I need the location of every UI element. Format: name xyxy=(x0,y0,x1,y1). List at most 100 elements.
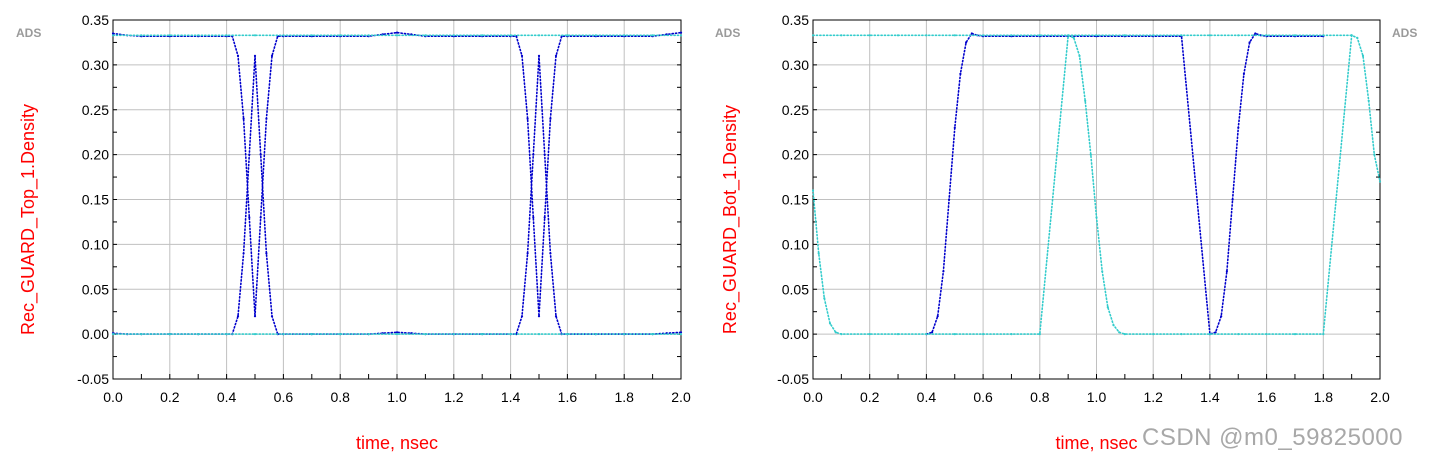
data-point xyxy=(1112,324,1115,327)
data-point xyxy=(481,34,484,37)
data-point xyxy=(520,54,524,58)
x-tick-label: 0.8 xyxy=(330,389,350,405)
data-point xyxy=(532,153,535,156)
x-tick-label: 1.8 xyxy=(614,389,634,405)
plot-frame xyxy=(112,19,682,380)
data-point xyxy=(1248,41,1251,44)
data-point xyxy=(265,117,268,120)
data-point xyxy=(679,331,683,334)
x-tick-label: 1.6 xyxy=(1257,389,1277,405)
data-point xyxy=(1095,34,1098,37)
data-point xyxy=(868,333,871,336)
x-tick-label: 0.0 xyxy=(803,389,823,405)
data-point xyxy=(823,297,826,300)
data-point xyxy=(1220,315,1223,318)
data-point xyxy=(828,322,832,325)
data-point xyxy=(1265,34,1268,37)
data-point xyxy=(840,333,843,336)
data-point xyxy=(1152,333,1155,336)
data-point xyxy=(834,331,837,334)
data-point xyxy=(1378,180,1382,183)
data-point xyxy=(1373,153,1376,156)
x-axis-label: time, nsec xyxy=(1055,433,1137,453)
watermark: CSDN @m0_59825000 xyxy=(1142,424,1404,451)
data-point xyxy=(265,252,268,255)
data-point xyxy=(1231,198,1234,201)
data-point xyxy=(259,216,262,219)
data-point xyxy=(549,117,552,120)
data-point xyxy=(868,34,871,37)
data-point xyxy=(1101,270,1104,273)
data-point xyxy=(452,333,455,336)
x-tick-label: 1.0 xyxy=(1087,389,1107,405)
x-tick-label: 1.6 xyxy=(558,389,578,405)
data-point xyxy=(1208,333,1211,336)
data-point xyxy=(1123,34,1126,37)
data-point xyxy=(679,34,683,37)
x-tick-label: 1.0 xyxy=(387,389,407,405)
data-point xyxy=(509,333,512,336)
data-point xyxy=(1180,333,1183,336)
x-tick-label: 0.2 xyxy=(860,389,880,405)
data-point xyxy=(1180,34,1183,37)
data-point xyxy=(896,34,900,37)
y-tick-label: 0.30 xyxy=(782,57,809,73)
x-tick-label: 0.8 xyxy=(1030,389,1050,405)
data-point xyxy=(1084,99,1087,102)
data-point xyxy=(259,153,262,156)
data-point xyxy=(543,153,546,156)
data-point xyxy=(936,315,939,318)
y-tick-label: -0.05 xyxy=(777,371,809,387)
data-point xyxy=(965,41,968,44)
data-point xyxy=(282,333,285,336)
data-point xyxy=(1225,270,1228,273)
data-point xyxy=(395,331,399,334)
data-point xyxy=(481,333,484,336)
data-point xyxy=(1118,331,1121,334)
y-tick-label: 0.15 xyxy=(782,192,809,208)
data-point xyxy=(526,117,529,120)
x-tick-label: 0.4 xyxy=(917,389,937,405)
data-point xyxy=(896,333,900,336)
data-point xyxy=(424,333,427,336)
data-point xyxy=(679,333,683,336)
y-tick-label: 0.30 xyxy=(82,57,109,73)
data-point xyxy=(270,54,274,58)
data-point xyxy=(310,333,313,336)
data-point xyxy=(840,34,843,37)
x-tick-label: 2.0 xyxy=(671,389,691,405)
x-tick-label: 1.4 xyxy=(501,389,521,405)
data-point xyxy=(248,216,251,219)
data-point xyxy=(623,333,626,336)
data-point xyxy=(424,34,427,37)
y-tick-label: 0.05 xyxy=(782,281,809,297)
data-point xyxy=(817,252,820,255)
y-tick-label: 0.35 xyxy=(82,12,109,28)
data-point xyxy=(1242,72,1245,75)
data-point xyxy=(1237,126,1240,129)
data-point xyxy=(111,32,115,35)
y-tick-label: 0.00 xyxy=(82,326,109,342)
data-point xyxy=(1078,54,1081,58)
data-point xyxy=(168,333,171,336)
x-tick-label: 0.0 xyxy=(103,389,123,405)
x-tick-label: 0.6 xyxy=(274,389,294,405)
data-point xyxy=(594,34,597,37)
x-tick-label: 1.8 xyxy=(1314,389,1334,405)
data-point xyxy=(811,189,815,192)
data-point xyxy=(197,333,200,336)
data-point xyxy=(554,315,558,318)
data-point xyxy=(225,34,228,37)
y-axis-label: Rec_GUARD_Top_1.Density xyxy=(18,104,39,335)
y-tick-label: 0.25 xyxy=(782,102,809,118)
data-point xyxy=(1038,34,1041,37)
data-point xyxy=(395,333,399,336)
x-tick-label: 1.2 xyxy=(444,389,464,405)
data-point xyxy=(594,333,597,336)
chart-top-density: 0.0 0.2 0.4 0.6 0.8 1.0 1.2 1.4 1.6 1.8 2.0 -0.05 0.… xyxy=(16,12,691,453)
data-point xyxy=(953,333,956,336)
data-point xyxy=(948,198,951,201)
data-point xyxy=(566,34,569,37)
